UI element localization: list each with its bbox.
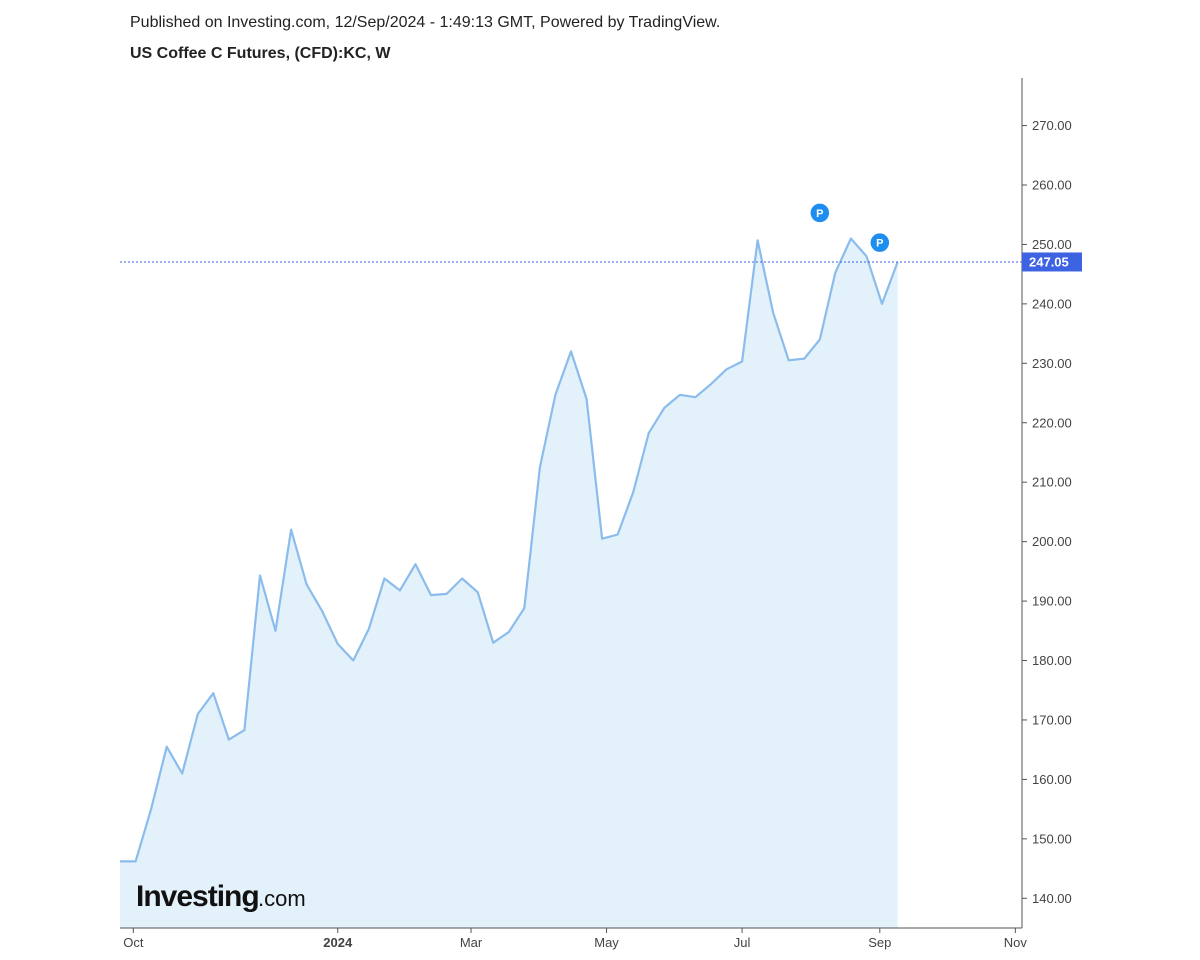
x-tick-label: May [594,935,619,950]
y-axis-ticks: 140.00 150.00 160.00 170.00 180.00 190.00 200.… [1022,118,1072,906]
event-marker[interactable] [869,231,891,254]
y-tick-label: 270.00 [1032,118,1072,133]
event-marker-label: P [876,238,883,250]
y-tick-label: 190.00 [1032,594,1072,609]
x-tick-label: Oct [123,935,144,950]
y-tick-label: 220.00 [1032,415,1072,430]
logo-suffix: .com [258,886,306,911]
logo-wordmark: Investing [136,880,259,913]
y-tick-label: 170.00 [1032,712,1072,727]
area-layer [120,238,898,928]
price-area-fill [120,238,898,928]
y-tick-label: 210.00 [1032,475,1072,490]
x-tick-label: Sep [868,935,891,950]
event-marker[interactable] [809,202,831,224]
y-tick-label: 160.00 [1032,772,1072,787]
y-tick-label: 200.00 [1032,534,1072,549]
y-tick-label: 230.00 [1032,356,1072,371]
y-tick-label: 250.00 [1032,237,1072,252]
x-tick-label: Mar [460,935,483,950]
y-tick-label: 240.00 [1032,296,1072,311]
last-price-group: 247.05 [120,252,1082,272]
x-tick-label: 2024 [323,935,353,950]
axes [120,78,1023,929]
published-note: Published on Investing.com, 12/Sep/2024 … [130,14,721,31]
x-tick-label: Jul [734,935,751,950]
line-layer [120,237,899,863]
chart-title: US Coffee C Futures, (CFD):KC, W [130,45,391,62]
event-markers: PP [809,202,891,254]
y-tick-label: 150.00 [1032,831,1072,846]
y-tick-label: 260.00 [1032,177,1072,192]
event-marker-label: P [816,208,823,220]
y-tick-label: 140.00 [1032,891,1072,906]
x-axis-ticks: Oct 2024 Mar May Jul Sep Nov [123,928,1027,950]
price-line [120,237,899,863]
last-price-badge [1022,252,1082,272]
x-tick-label: Nov [1004,935,1028,950]
investing-logo: Investing .com [136,880,306,913]
y-tick-label: 180.00 [1032,653,1072,668]
last-price-label: 247.05 [1029,254,1069,269]
